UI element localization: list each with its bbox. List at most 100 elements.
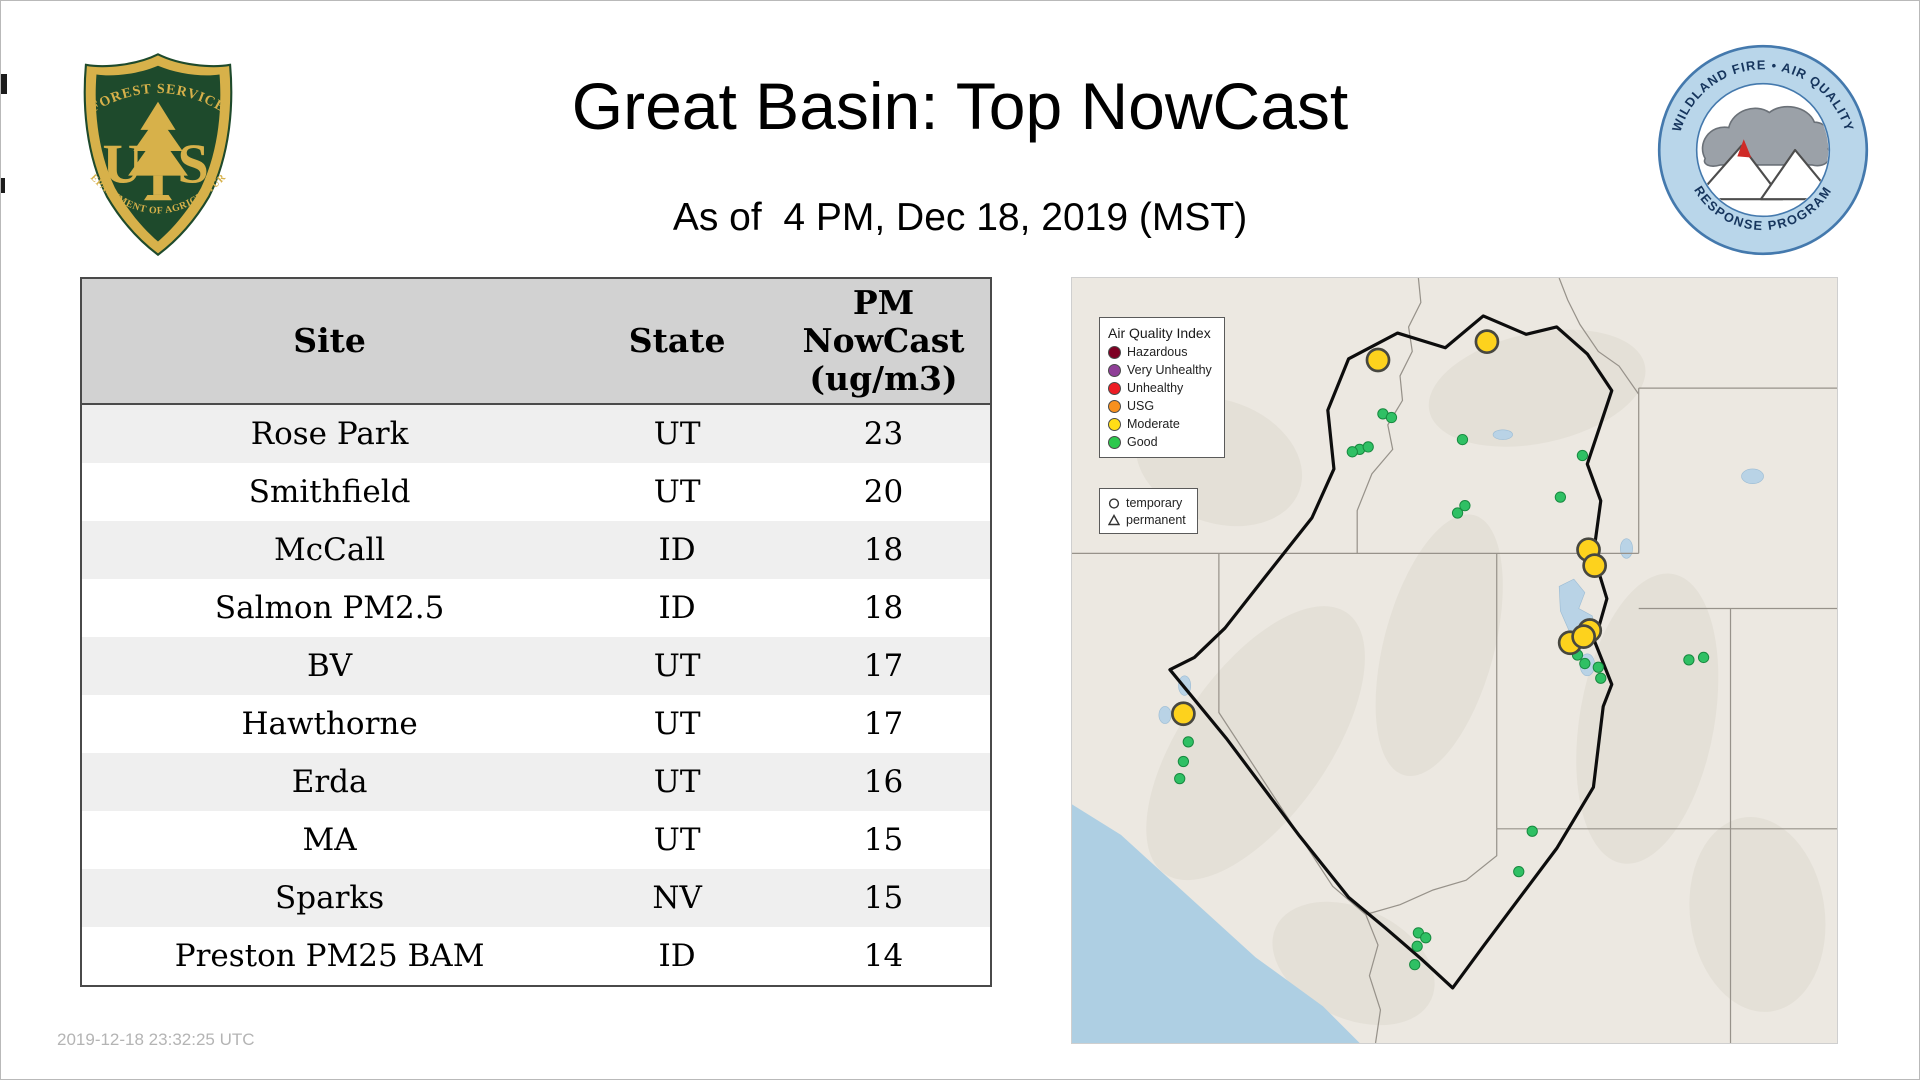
cell-state: UT bbox=[653, 706, 701, 742]
monitor-marker-moderate[interactable] bbox=[1571, 624, 1596, 649]
state-borders bbox=[1072, 278, 1837, 1043]
triangle-shape-icon bbox=[1108, 513, 1120, 525]
scan-artifact bbox=[0, 178, 5, 193]
monitor-marker-moderate[interactable] bbox=[1365, 347, 1391, 373]
cell-site: McCall bbox=[274, 532, 386, 568]
aqi-color-dot bbox=[1108, 417, 1121, 431]
monitor-marker-moderate[interactable] bbox=[1171, 701, 1196, 727]
cell-site: Hawthorne bbox=[241, 706, 418, 742]
cell-pm-nowcast: 18 bbox=[863, 532, 904, 568]
monitor-marker-good[interactable] bbox=[1526, 825, 1538, 837]
cell-state: UT bbox=[653, 822, 701, 858]
aqi-legend-item: USG bbox=[1108, 399, 1216, 413]
cell-state: UT bbox=[653, 764, 701, 800]
header-site: Site bbox=[81, 278, 578, 405]
nowcast-table-wrap: Site State PM NowCast (ug/m3) Rose Park U… bbox=[80, 277, 992, 987]
footer-timestamp: 2019-12-18 23:32:25 UTC bbox=[57, 1030, 255, 1049]
table-row: Smithfield UT 20 bbox=[81, 463, 991, 521]
monitor-marker-good[interactable] bbox=[1411, 940, 1423, 952]
page-subtitle: As of 4 PM, Dec 18, 2019 (MST) bbox=[672, 196, 1248, 239]
monitor-marker-good[interactable] bbox=[1346, 446, 1358, 458]
aqi-legend-items: Hazardous Very Unhealthy Unhealthy USG Moder… bbox=[1108, 345, 1216, 449]
cell-pm-nowcast: 17 bbox=[863, 706, 904, 742]
table-row: Salmon PM2.5 ID 18 bbox=[81, 579, 991, 637]
cell-state: NV bbox=[652, 880, 702, 916]
monitor-marker-good[interactable] bbox=[1513, 866, 1525, 878]
monitor-marker-good[interactable] bbox=[1592, 661, 1604, 673]
cell-state: ID bbox=[658, 938, 696, 974]
monitor-marker-moderate[interactable] bbox=[1474, 329, 1500, 355]
aqi-color-dot bbox=[1108, 345, 1121, 359]
marker-key-label: permanent bbox=[1126, 512, 1186, 527]
table-row: Erda UT 16 bbox=[81, 753, 991, 811]
nowcast-table-body: Rose Park UT 23 Smithfield UT 20 McCall ID 18 Sal… bbox=[81, 404, 991, 986]
monitor-marker-good[interactable] bbox=[1182, 736, 1194, 748]
table-row: McCall ID 18 bbox=[81, 521, 991, 579]
aqi-legend-label: Very Unhealthy bbox=[1127, 363, 1212, 377]
cell-pm-nowcast: 20 bbox=[863, 474, 904, 510]
cell-site: BV bbox=[307, 648, 353, 684]
cell-pm-nowcast: 17 bbox=[863, 648, 904, 684]
header-state: State bbox=[577, 278, 778, 405]
cell-site: Rose Park bbox=[250, 416, 409, 452]
table-row: Preston PM25 BAM ID 14 bbox=[81, 927, 991, 986]
table-row: Hawthorne UT 17 bbox=[81, 695, 991, 753]
aqi-legend-label: Hazardous bbox=[1127, 345, 1188, 359]
monitor-marker-good[interactable] bbox=[1177, 755, 1190, 768]
cell-state: ID bbox=[658, 590, 696, 626]
aqi-legend-title: Air Quality Index bbox=[1108, 325, 1211, 341]
cell-pm-nowcast: 15 bbox=[863, 822, 904, 858]
monitor-marker-good[interactable] bbox=[1579, 657, 1591, 670]
reservoir-ne bbox=[1741, 468, 1764, 484]
table-row: Sparks NV 15 bbox=[81, 869, 991, 927]
aqi-legend-item: Moderate bbox=[1108, 417, 1216, 431]
monitor-marker-moderate[interactable] bbox=[1582, 553, 1608, 579]
aqi-legend-label: Moderate bbox=[1127, 417, 1180, 431]
nowcast-table: Site State PM NowCast (ug/m3) Rose Park U… bbox=[80, 277, 992, 987]
aqi-legend-item: Very Unhealthy bbox=[1108, 363, 1216, 377]
fs-letter-s: S bbox=[178, 134, 209, 196]
monitor-marker-good[interactable] bbox=[1420, 932, 1432, 944]
pine-tree-icon bbox=[128, 101, 188, 201]
great-basin-boundary bbox=[1168, 314, 1614, 990]
monitor-marker-good[interactable] bbox=[1554, 491, 1567, 503]
monitor-marker-good[interactable] bbox=[1683, 654, 1695, 666]
monitor-marker-good[interactable] bbox=[1576, 449, 1589, 462]
map-canvas bbox=[1072, 278, 1837, 1043]
monitor-marker-good[interactable] bbox=[1362, 441, 1374, 453]
forest-service-logo: FOREST SERVICE DEPARTMENT OF AGRICULTURE… bbox=[70, 49, 233, 257]
ocean bbox=[1072, 804, 1360, 1043]
aqi-color-dot bbox=[1108, 435, 1121, 449]
table-row: Rose Park UT 23 bbox=[81, 404, 991, 463]
scan-artifact bbox=[0, 74, 7, 94]
lake-tahoe bbox=[1158, 706, 1172, 724]
cell-pm-nowcast: 15 bbox=[863, 880, 904, 916]
cell-site: Preston PM25 BAM bbox=[174, 938, 485, 974]
monitor-marker-good[interactable] bbox=[1385, 411, 1398, 424]
monitor-marker-good[interactable] bbox=[1697, 651, 1710, 664]
great-basin-map: Air Quality Index Hazardous Very Unhealth… bbox=[1071, 277, 1838, 1044]
cell-site: Sparks bbox=[275, 880, 385, 916]
cell-state: UT bbox=[653, 416, 701, 452]
marker-key-label: temporary bbox=[1126, 495, 1183, 510]
table-row: BV UT 17 bbox=[81, 637, 991, 695]
aqi-legend-item: Good bbox=[1108, 435, 1216, 449]
monitor-marker-good[interactable] bbox=[1451, 507, 1464, 519]
marker-key-item-permanent: permanent bbox=[1108, 511, 1189, 528]
cell-pm-nowcast: 16 bbox=[863, 764, 904, 800]
aqi-legend-label: Good bbox=[1127, 435, 1158, 449]
aqi-color-dot bbox=[1108, 399, 1121, 413]
monitor-marker-good[interactable] bbox=[1595, 672, 1607, 684]
table-header-row: Site State PM NowCast (ug/m3) bbox=[81, 278, 991, 405]
page-title: Great Basin: Top NowCast bbox=[571, 69, 1349, 143]
monitor-marker-good[interactable] bbox=[1409, 959, 1421, 971]
monitor-marker-good[interactable] bbox=[1456, 433, 1469, 446]
cell-pm-nowcast: 14 bbox=[863, 938, 904, 974]
aqi-legend-label: USG bbox=[1127, 399, 1155, 413]
header-pm-nowcast: PM NowCast (ug/m3) bbox=[777, 278, 991, 405]
flame-icon bbox=[1737, 139, 1752, 158]
cell-state: ID bbox=[658, 532, 696, 568]
monitor-marker-good[interactable] bbox=[1174, 772, 1186, 785]
monitor-marker-good[interactable] bbox=[1459, 500, 1471, 512]
bear-lake bbox=[1620, 538, 1633, 559]
